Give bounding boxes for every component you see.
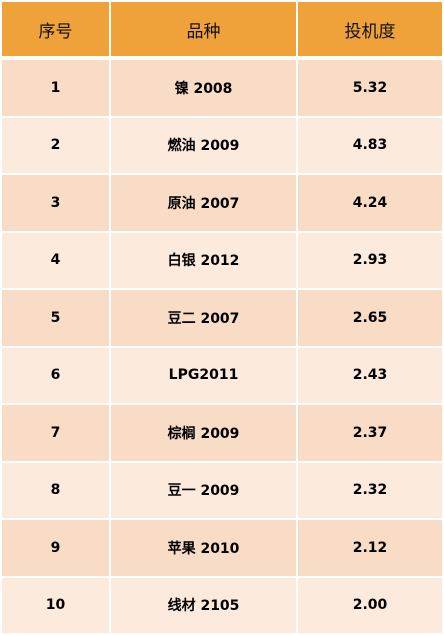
row-index: 8 (2, 462, 111, 518)
row-speculation: 2.93 (352, 252, 388, 269)
header-index: 序号 (2, 2, 111, 56)
table-row: 9 苹果 2010 2.12 (2, 520, 442, 578)
row-variety: 白银 2012 (111, 232, 298, 288)
header-variety: 品种 (111, 2, 298, 56)
row-speculation: 2.12 (352, 539, 388, 556)
row-index: 7 (2, 405, 111, 461)
row-speculation: 5.32 (352, 79, 388, 96)
row-variety: 镍 2008 (111, 60, 298, 116)
row-speculation: 4.24 (352, 194, 388, 211)
row-index: 2 (2, 117, 111, 173)
row-variety: 线材 2105 (111, 577, 298, 633)
table-row: 3 原油 2007 4.24 (2, 175, 442, 233)
row-speculation: 2.00 (352, 597, 388, 614)
table-row: 2 燃油 2009 4.83 (2, 117, 442, 175)
row-variety: 豆一 2009 (111, 462, 298, 518)
row-index: 10 (2, 577, 111, 633)
row-variety: 棕榈 2009 (111, 405, 298, 461)
row-index: 9 (2, 520, 111, 576)
row-index: 6 (2, 347, 111, 403)
table-row: 6 LPG2011 2.43 (2, 347, 442, 405)
table-header-row: 序号 品种 投机度 (2, 2, 442, 60)
table-row: 1 镍 2008 5.32 (2, 60, 442, 118)
row-speculation: 2.43 (352, 367, 388, 384)
row-speculation: 2.37 (352, 424, 388, 441)
table-row: 7 棕榈 2009 2.37 (2, 405, 442, 463)
row-variety: 苹果 2010 (111, 520, 298, 576)
row-variety: 原油 2007 (111, 175, 298, 231)
row-variety: 豆二 2007 (111, 290, 298, 346)
header-speculation: 投机度 (344, 21, 396, 42)
row-index: 4 (2, 232, 111, 288)
table-row: 5 豆二 2007 2.65 (2, 290, 442, 348)
row-speculation: 2.32 (352, 482, 388, 499)
table-row: 10 线材 2105 2.00 (2, 577, 442, 635)
row-speculation: 2.65 (352, 309, 388, 326)
row-index: 1 (2, 60, 111, 116)
row-index: 5 (2, 290, 111, 346)
row-speculation: 4.83 (352, 137, 388, 154)
row-variety: LPG2011 (111, 347, 298, 403)
table-row: 8 豆一 2009 2.32 (2, 462, 442, 520)
table-row: 4 白银 2012 2.93 (2, 232, 442, 290)
row-variety: 燃油 2009 (111, 117, 298, 173)
row-index: 3 (2, 175, 111, 231)
